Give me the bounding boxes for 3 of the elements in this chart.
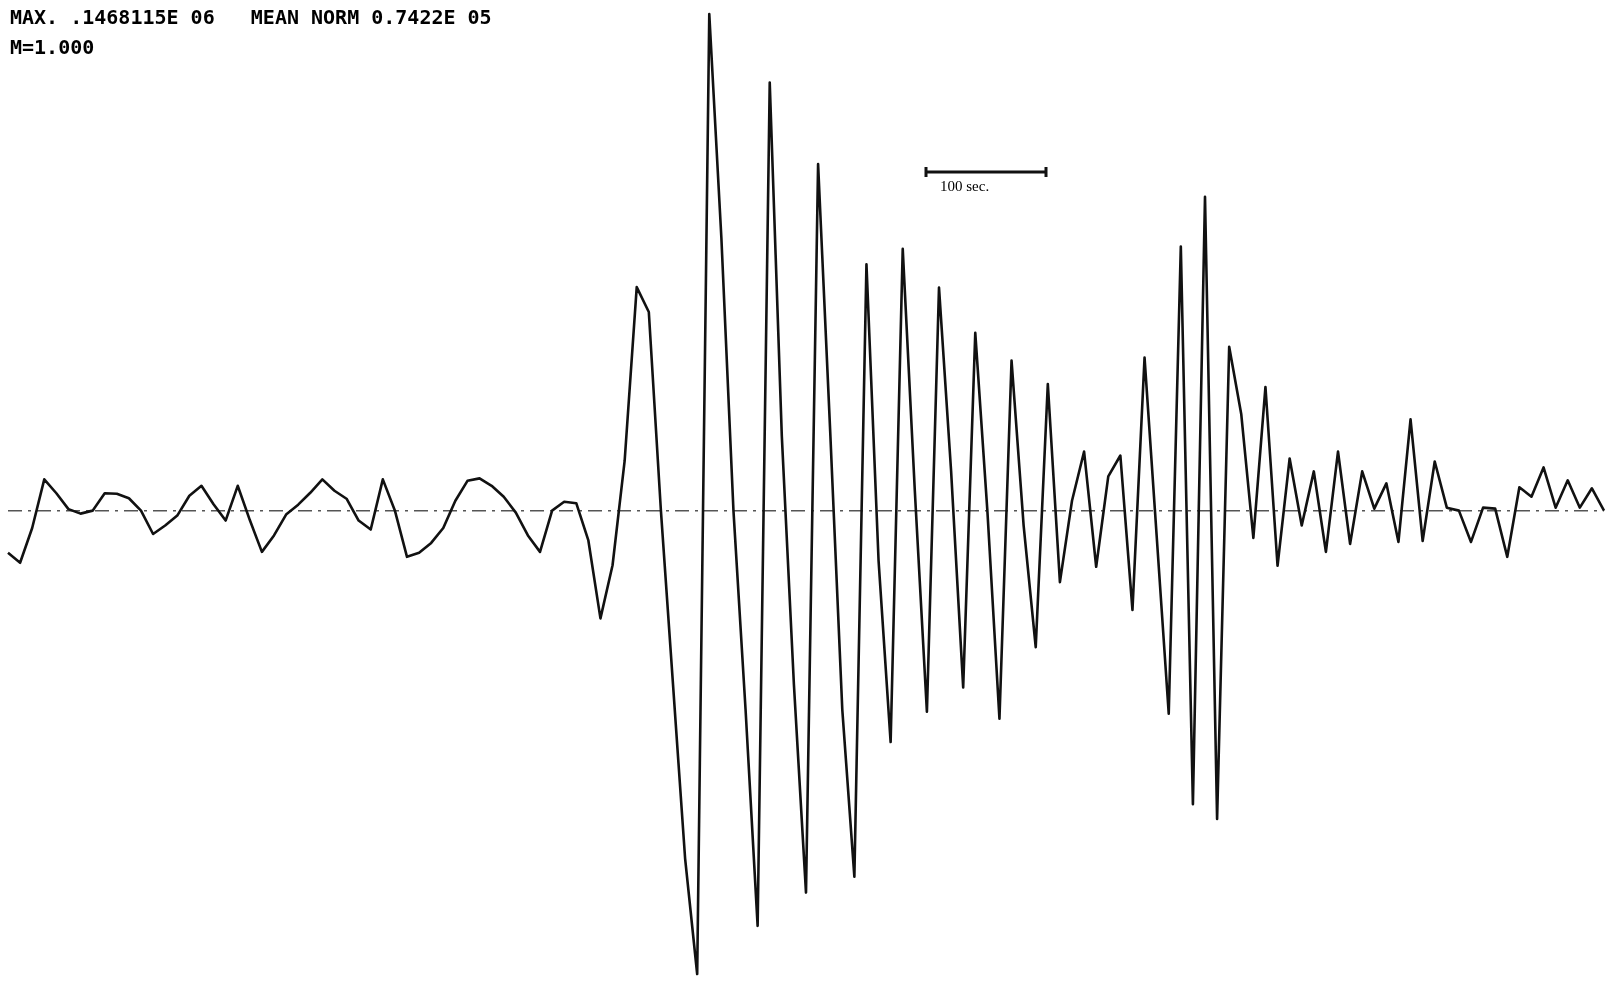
annotation: 100 sec. xyxy=(940,178,990,195)
annotation: M=1.000 xyxy=(10,34,96,61)
annotation: MAX. .1468115E 06 MEAN NORM 0.7422E 05 xyxy=(10,4,492,31)
